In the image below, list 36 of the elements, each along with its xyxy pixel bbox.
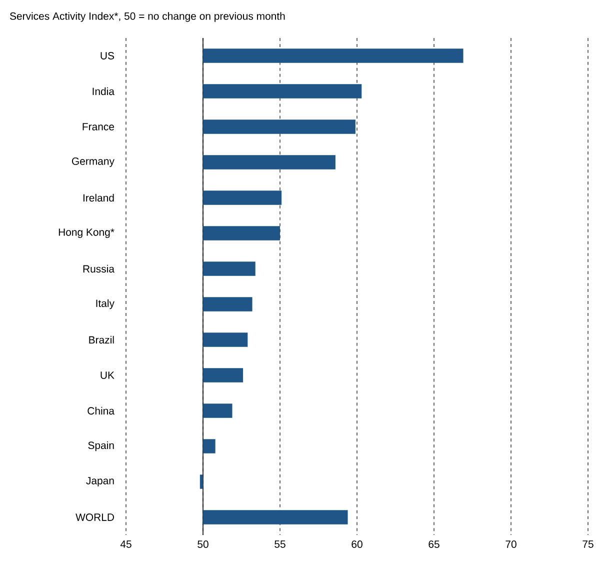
x-tick-label: 65 — [428, 540, 440, 548]
y-tick-label: Spain — [88, 441, 114, 452]
chart-title: Services Activity Index*, 50 = no change on previous month — [10, 12, 285, 22]
y-tick-label: India — [92, 87, 114, 96]
bar — [203, 439, 216, 454]
bar — [203, 332, 248, 347]
y-tick-label: Hong Kong* — [58, 228, 114, 238]
bar — [203, 262, 256, 276]
bar — [203, 510, 348, 524]
y-tick-label: Germany — [72, 158, 114, 167]
y-tick-label: Russia — [83, 264, 114, 273]
bar — [203, 155, 336, 170]
bar — [200, 474, 204, 489]
x-tick-label: 70 — [506, 540, 516, 548]
y-tick-label: Ireland — [83, 194, 114, 202]
x-tick-label: 55 — [274, 540, 286, 548]
bar — [203, 84, 362, 98]
x-tick-label: 75 — [582, 540, 594, 548]
bar — [203, 297, 252, 312]
y-tick-label: France — [82, 123, 114, 130]
y-tick-label: Brazil — [89, 336, 114, 344]
bar — [203, 190, 282, 205]
y-tick-label: US — [100, 52, 114, 60]
bar — [203, 226, 280, 240]
y-tick-label: UK — [100, 372, 114, 379]
bar — [203, 368, 244, 382]
y-tick-label: Italy — [96, 299, 114, 310]
x-tick-label: 60 — [352, 540, 362, 548]
y-tick-label: Japan — [86, 477, 114, 486]
bar — [203, 48, 464, 63]
y-tick-label: WORLD — [76, 514, 114, 521]
bar — [203, 120, 356, 134]
x-tick-label: 45 — [120, 540, 132, 548]
y-tick-label: China — [88, 406, 114, 415]
x-tick-label: 50 — [198, 540, 208, 548]
bar — [203, 404, 232, 418]
